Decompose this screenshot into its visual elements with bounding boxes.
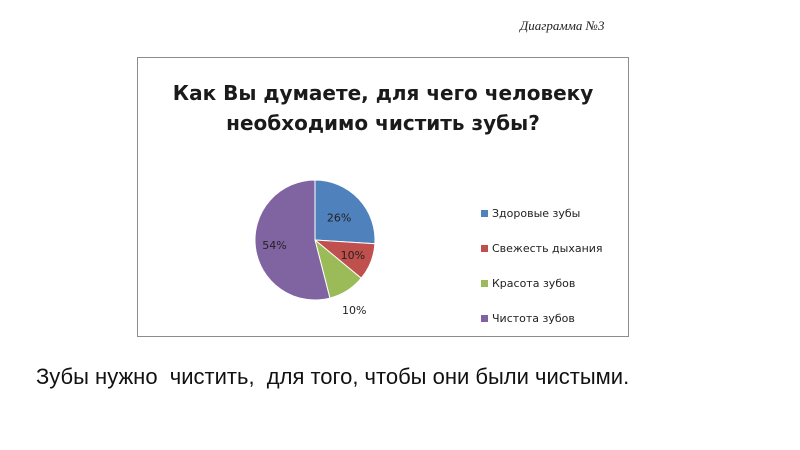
chart-title: Как Вы думаете, для чего человеку необхо… [138,78,628,138]
pie-slice-4 [254,179,331,301]
data-label-2: 10% [341,249,365,262]
data-label-3: 10% [342,304,366,317]
caption-text: Зубы нужно чистить, для того, чтобы они … [36,364,630,389]
chart-area: Как Вы думаете, для чего человеку необхо… [137,57,629,337]
chart-title-line-2: необходимо чистить зубы? [226,111,540,135]
legend-swatch-1 [481,210,488,217]
pie-chart: 26% 10% 10% 54% Здоровые зубы Свежесть дыхани… [254,179,603,325]
data-label-4: 54% [262,239,286,252]
legend-label-2: Свежесть дыхания [492,242,603,255]
legend-swatch-3 [481,280,488,287]
legend-label-3: Красота зубов [492,277,575,290]
legend-label-1: Здоровые зубы [492,207,580,220]
legend-swatch-2 [481,245,488,252]
legend-label-4: Чистота зубов [492,312,575,325]
chart-title-line-1: Как Вы думаете, для чего человеку [172,81,594,105]
pie-slice-1 [314,179,376,245]
diagram-number-label: Диаграмма №3 [520,18,605,33]
data-label-1: 26% [327,211,351,224]
legend-swatch-4 [481,315,488,322]
